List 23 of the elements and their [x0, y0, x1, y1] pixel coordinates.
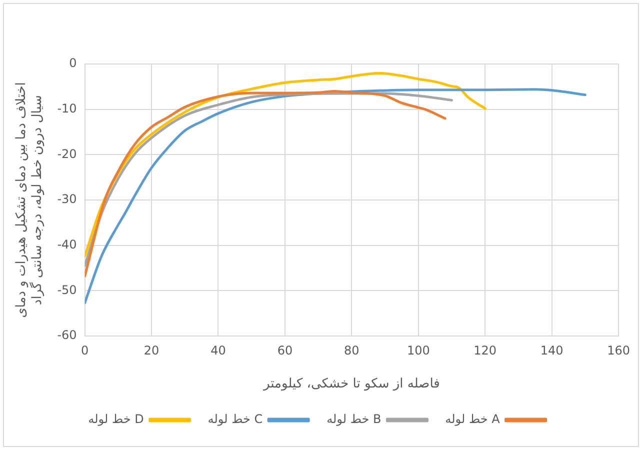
x-tick-label: 120	[474, 343, 497, 358]
x-axis-title: فاصله از سکو تا خشکی، کیلومتر	[262, 376, 440, 392]
legend-label: خط لوله B	[326, 412, 382, 426]
legend-label: خط لوله A	[445, 412, 501, 426]
y-tick-label: 0	[69, 56, 77, 70]
x-tick-label: 40	[210, 343, 226, 358]
x-tick-label: 0	[80, 343, 89, 358]
x-tick-label: 160	[607, 343, 630, 358]
x-tick-label: 60	[277, 343, 293, 358]
text: سیال درون خط لوله، درجه سانتی گراد	[30, 94, 45, 306]
y-tick-label: -40	[57, 237, 77, 252]
x-tick-label: 20	[144, 343, 160, 358]
x-tick-label: 100	[406, 343, 430, 358]
y-tick-label: -10	[57, 101, 77, 116]
legend-label: خط لوله D	[88, 412, 144, 426]
text: اختلاف دما بین دمای تشکیل هیدرات و دمای	[14, 82, 30, 318]
y-tick-label: -30	[57, 192, 77, 206]
legend-label: خط لوله C	[208, 412, 263, 426]
y-tick-label: -20	[57, 146, 77, 161]
y-tick-label: -60	[57, 328, 77, 342]
x-tick-label: 80	[344, 343, 360, 358]
x-tick-label: 140	[540, 343, 564, 358]
y-tick-label: -50	[57, 282, 77, 297]
